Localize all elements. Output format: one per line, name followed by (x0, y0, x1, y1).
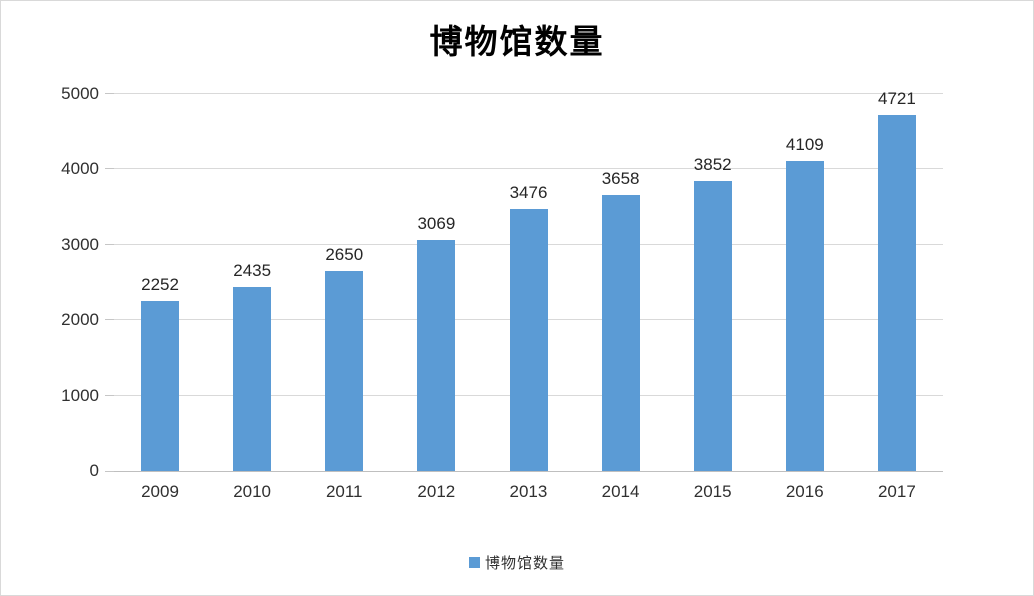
y-tick-3000 (105, 243, 114, 245)
y-axis-label-4000: 4000 (61, 159, 99, 179)
y-tick-2000 (105, 319, 114, 321)
plot-area: 2252 2435 2650 3069 3476 3658 3852 4109 4721 (114, 89, 943, 471)
y-tick-0 (105, 471, 114, 472)
x-axis-label-2015: 2015 (693, 482, 732, 501)
y-tick-1000 (105, 394, 114, 396)
y-axis-label-0: 0 (89, 461, 99, 480)
x-axis-label-2017: 2017 (877, 482, 916, 501)
data-label-2014: 3658 (601, 169, 640, 189)
gridline-5000 (114, 93, 943, 94)
y-axis-label-5000: 5000 (61, 84, 99, 103)
gridline-4000 (114, 168, 943, 170)
x-axis-label-2016: 2016 (785, 482, 824, 501)
data-label-2013: 3476 (509, 182, 548, 202)
bar-2009 (141, 301, 180, 471)
x-axis-label-2009: 2009 (141, 482, 179, 501)
x-axis-line (105, 471, 943, 472)
bar-2016 (785, 161, 824, 471)
bar-2010 (233, 287, 272, 471)
legend: 博物馆数量 (1, 552, 1033, 573)
data-label-2016: 4109 (785, 135, 824, 155)
x-axis-label-2012: 2012 (417, 482, 456, 501)
bar-2015 (693, 180, 732, 471)
bar-2014 (601, 195, 640, 471)
bar-2013 (509, 208, 548, 471)
x-axis-label-2011: 2011 (325, 482, 363, 501)
y-axis-label-2000: 2000 (61, 310, 99, 330)
data-label-2009: 2252 (141, 275, 179, 295)
data-label-2010: 2435 (233, 261, 272, 281)
data-label-2017: 4721 (878, 89, 916, 109)
data-label-2015: 3852 (693, 154, 732, 174)
y-tick-5000 (105, 93, 114, 94)
y-axis-label-3000: 3000 (61, 234, 99, 254)
x-axis-label-2014: 2014 (601, 482, 640, 501)
data-label-2011: 2650 (325, 245, 364, 265)
bar-2011 (325, 271, 364, 471)
chart-title: 博物馆数量 (429, 25, 605, 61)
legend-swatch-icon (468, 557, 480, 568)
y-tick-4000 (105, 168, 114, 170)
data-label-2012: 3069 (417, 213, 456, 233)
y-axis-label-1000: 1000 (61, 385, 99, 405)
x-axis-label-2013: 2013 (509, 482, 548, 501)
legend-label: 博物馆数量 (484, 555, 565, 572)
bar-2012 (417, 239, 456, 471)
x-axis-label-2010: 2010 (233, 482, 272, 501)
bar-2017 (877, 115, 916, 471)
